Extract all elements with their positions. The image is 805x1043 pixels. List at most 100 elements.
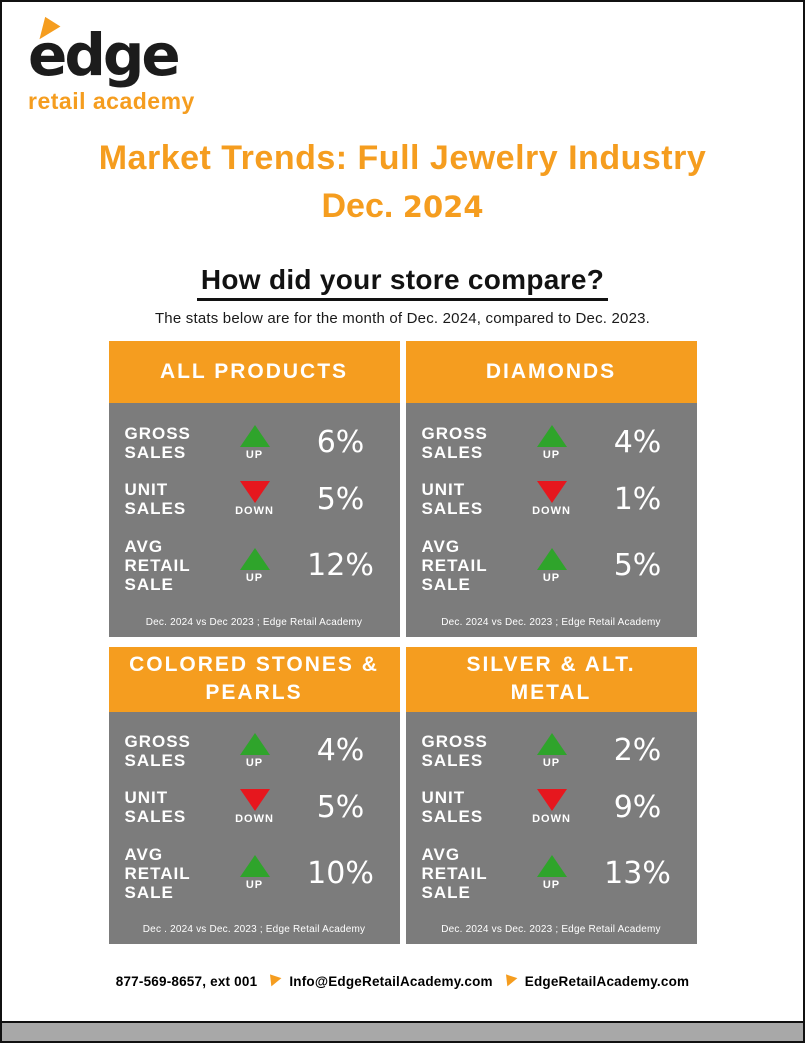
card-colored-stones-pearls: COLORED STONES & PEARLS GROSS SALES UP 4… (108, 647, 400, 944)
stat-value: 2% (613, 733, 662, 769)
stat-value: 6% (316, 425, 365, 461)
stat-label: AVG RETAIL SALE (421, 844, 488, 902)
trend-arrow-icon (239, 547, 270, 570)
trend-indicator: UP (223, 855, 287, 891)
stat-row-avg-retail-sale: AVG RETAIL SALE UP 5% (422, 537, 681, 594)
trend-arrow-icon (239, 424, 270, 447)
title-line-2: Dec. 2024 (2, 187, 803, 226)
orange-triangle-icon (502, 974, 518, 989)
card-title: DIAMONDS (405, 341, 697, 403)
trend-arrow-icon (239, 481, 270, 504)
stat-value: 5% (316, 481, 365, 517)
trend-direction-label: UP (245, 571, 264, 584)
trend-arrow-icon (536, 481, 567, 504)
trend-indicator: UP (520, 547, 584, 584)
stat-row-gross-sales: GROSS SALES UP 4% (125, 732, 384, 770)
stat-value: 13% (604, 855, 671, 891)
stat-label: UNIT SALES (421, 480, 484, 519)
card-footnote: Dec. 2024 vs Dec. 2023 ; Edge Retail Aca… (441, 924, 661, 935)
title-month: Dec. (321, 187, 394, 225)
trend-indicator: DOWN (223, 789, 287, 825)
stat-row-gross-sales: GROSS SALES UP 2% (422, 732, 681, 770)
trend-arrow-icon (536, 424, 567, 447)
stat-value: 5% (613, 548, 662, 584)
stat-label: UNIT SALES (421, 788, 484, 827)
stat-label: AVG RETAIL SALE (124, 844, 191, 902)
card-footnote: Dec. 2024 vs Dec 2023 ; Edge Retail Acad… (145, 617, 363, 628)
logo-tagline: retail academy (28, 88, 195, 114)
card-footnote: Dec . 2024 vs Dec. 2023 ; Edge Retail Ac… (142, 924, 366, 935)
contact-phone: 877-569-8657, ext 001 (115, 974, 258, 989)
orange-triangle-icon (266, 974, 282, 989)
logo-brand-text: edge (28, 21, 181, 89)
contact-website-link[interactable]: EdgeRetailAcademy.com (524, 974, 690, 989)
trend-arrow-icon (239, 732, 270, 755)
trend-indicator: UP (223, 424, 287, 461)
trend-indicator: UP (223, 547, 287, 584)
stat-value: 10% (307, 855, 374, 891)
trend-indicator: UP (520, 424, 584, 461)
card-silver-alt-metal: SILVER & ALT. METAL GROSS SALES UP 2% (405, 647, 697, 944)
trend-arrow-icon (239, 789, 270, 812)
contact-email-link[interactable]: Info@EdgeRetailAcademy.com (289, 974, 493, 989)
stat-label: AVG RETAIL SALE (124, 537, 191, 595)
compare-heading: How did your store compare? (196, 264, 609, 301)
stat-row-avg-retail-sale: AVG RETAIL SALE UP 12% (125, 537, 384, 594)
page-title: Market Trends: Full Jewelry Industry Dec… (2, 139, 803, 226)
stat-value: 4% (316, 733, 365, 769)
card-body: GROSS SALES UP 6% UNIT SALES DOWN (109, 403, 400, 637)
trend-arrow-icon (536, 732, 567, 755)
stat-value: 4% (613, 425, 662, 461)
trend-direction-label: UP (245, 756, 264, 769)
stat-value: 12% (307, 548, 374, 584)
card-body: GROSS SALES UP 4% UNIT SALES DOWN (109, 712, 400, 944)
stat-row-unit-sales: UNIT SALES DOWN 9% (422, 788, 681, 826)
card-title: COLORED STONES & PEARLS (108, 647, 400, 712)
trend-arrow-icon (536, 547, 567, 570)
trend-direction-label: DOWN (532, 505, 571, 518)
stat-cards-grid: ALL PRODUCTS GROSS SALES UP 6% UNIT (108, 341, 697, 944)
flyer-page: edge retail academy Market Trends: Full … (2, 2, 803, 1023)
compare-subtext: The stats below are for the month of Dec… (154, 310, 651, 327)
contact-footer: 877-569-8657, ext 001 Info@EdgeRetailAca… (2, 974, 803, 989)
card-body: GROSS SALES UP 2% UNIT SALES DOWN (406, 712, 697, 944)
title-line-1: Market Trends: Full Jewelry Industry (98, 139, 707, 177)
trend-arrow-icon (536, 789, 567, 812)
card-title: SILVER & ALT. METAL (405, 647, 697, 712)
compare-section: How did your store compare? The stats be… (2, 264, 803, 327)
stat-label: GROSS SALES (421, 731, 488, 770)
trend-indicator: UP (223, 732, 287, 769)
stat-row-gross-sales: GROSS SALES UP 4% (422, 424, 681, 462)
stat-label: UNIT SALES (124, 480, 187, 519)
stat-row-unit-sales: UNIT SALES DOWN 5% (125, 788, 384, 826)
trend-direction-label: UP (542, 879, 561, 892)
trend-direction-label: UP (542, 448, 561, 461)
trend-indicator: DOWN (520, 481, 584, 517)
stat-row-avg-retail-sale: AVG RETAIL SALE UP 13% (422, 845, 681, 902)
stat-label: GROSS SALES (124, 731, 191, 770)
trend-arrow-icon (536, 855, 567, 878)
trend-indicator: UP (520, 732, 584, 769)
trend-direction-label: DOWN (235, 813, 274, 826)
stat-label: GROSS SALES (124, 423, 191, 462)
stat-row-gross-sales: GROSS SALES UP 6% (125, 424, 384, 462)
stat-row-avg-retail-sale: AVG RETAIL SALE UP 10% (125, 845, 384, 902)
stat-value: 1% (613, 481, 662, 517)
logo-wordmark: edge (28, 16, 181, 84)
stat-value: 5% (316, 789, 365, 825)
edge-logo: edge retail academy (2, 2, 803, 115)
trend-indicator: UP (520, 855, 584, 891)
card-diamonds: DIAMONDS GROSS SALES UP 4% UNIT SALE (405, 341, 697, 637)
card-body: GROSS SALES UP 4% UNIT SALES DOWN (406, 403, 697, 637)
trend-arrow-icon (239, 855, 270, 878)
title-year: 2024 (402, 190, 484, 224)
trend-direction-label: UP (245, 879, 264, 892)
card-footnote: Dec. 2024 vs Dec. 2023 ; Edge Retail Aca… (441, 617, 661, 628)
stat-value: 9% (613, 789, 662, 825)
trend-direction-label: DOWN (532, 813, 571, 826)
trend-indicator: DOWN (223, 481, 287, 517)
trend-direction-label: UP (245, 448, 264, 461)
trend-direction-label: UP (542, 571, 561, 584)
card-all-products: ALL PRODUCTS GROSS SALES UP 6% UNIT (108, 341, 400, 637)
